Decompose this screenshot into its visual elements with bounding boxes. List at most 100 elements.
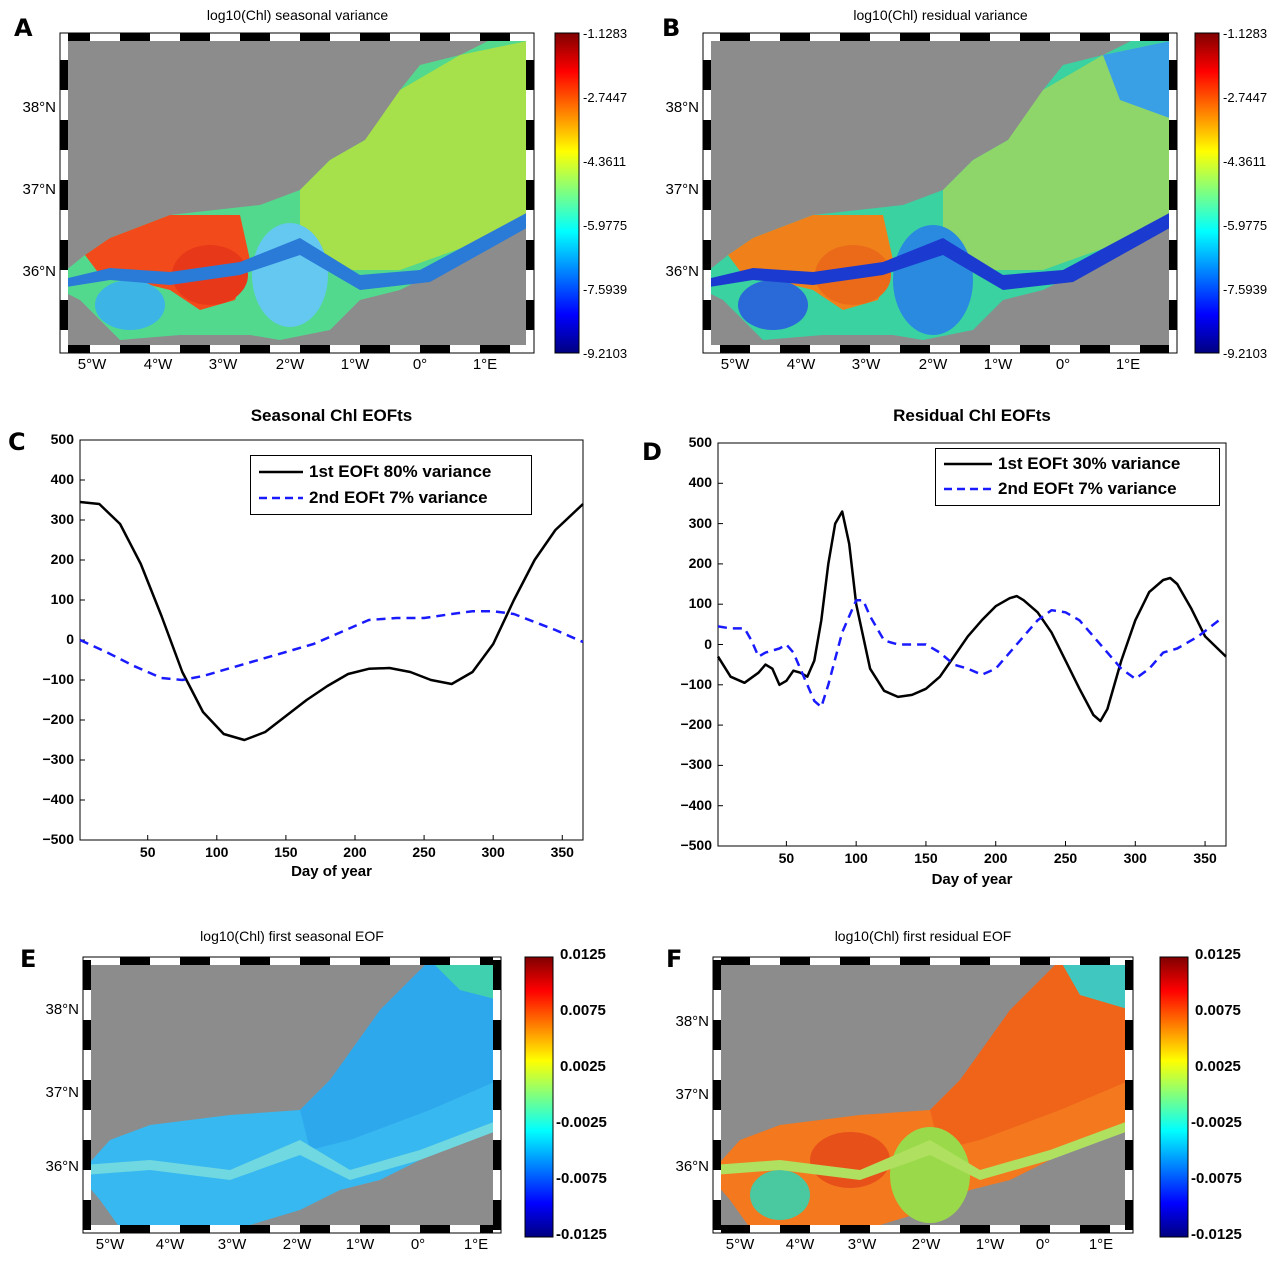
chart-c-ytick-3: 200: [50, 551, 74, 567]
panel-c-label: C: [8, 428, 26, 456]
chart-d-ytick-10: −500: [680, 837, 712, 853]
map-f-lat-0: 38°N: [675, 1013, 709, 1030]
chart-d-ytick-8: −300: [680, 756, 712, 773]
chart-d-series-2: [717, 598, 1220, 709]
map-b-lat-0: 38°N: [665, 99, 699, 116]
chart-c-xtick-1: 100: [205, 844, 229, 860]
chart-c-ytick-9: −400: [42, 791, 74, 807]
chart-c-xtick-0: 50: [139, 844, 156, 860]
map-b-lon-0: 5°W: [720, 356, 750, 373]
map-f-lon-6: 1°E: [1088, 1236, 1114, 1253]
chart-d-xtick-3: 200: [984, 850, 1008, 866]
colorbar-e-tick-2: 0.0075: [560, 1002, 606, 1019]
colorbar-b-tick-6: -9.2103: [1223, 346, 1268, 361]
chart-c-ytick-7: −200: [42, 711, 74, 727]
map-f-lon-0: 5°W: [725, 1236, 755, 1253]
colorbar-b-tick-1: -1.1283: [1223, 26, 1268, 41]
panel-d-label: D: [642, 438, 662, 466]
chart-d-xtick-5: 300: [1123, 850, 1147, 866]
chart-d-ytick-5: 0: [704, 635, 712, 652]
chart-d-title: Residual Chl EOFts: [893, 406, 1051, 425]
map-a-lon-4: 1°W: [340, 356, 370, 373]
panel-e-title: log10(Chl) first seasonal EOF: [200, 928, 384, 944]
colorbar-f-tick-6: -0.0125: [1191, 1226, 1242, 1243]
map-f-lon-4: 1°W: [975, 1236, 1005, 1253]
chart-c-legend: 1st EOFt 80% variance 2nd EOFt 7% varian…: [250, 455, 532, 515]
map-f-lon-1: 4°W: [785, 1236, 815, 1253]
chart-c-xtick-5: 300: [481, 844, 505, 860]
chart-c-series-1: [79, 500, 584, 742]
map-e-lat-1: 37°N: [45, 1084, 79, 1101]
map-a-lon-0: 5°W: [77, 356, 107, 373]
map-f-lon-5: 0°: [1035, 1236, 1051, 1253]
map-a-lat-1: 37°N: [22, 181, 56, 198]
chart-d-legend-1: 1st EOFt 30% variance: [998, 454, 1181, 473]
colorbar-f-tick-2: 0.0075: [1195, 1002, 1241, 1019]
chart-d-ytick-3: 200: [688, 554, 712, 571]
chart-c-title: Seasonal Chl EOFts: [250, 406, 413, 425]
chart-c-legend-1: 1st EOFt 80% variance: [309, 462, 492, 481]
colorbar-e-tick-4: -0.0025: [556, 1114, 607, 1131]
colorbar-a-tick-1: -1.1283: [583, 26, 628, 41]
map-a-lon-1: 4°W: [143, 356, 173, 373]
colorbar-b-tick-2: -2.7447: [1223, 90, 1268, 105]
colorbar-e-tick-3: 0.0025: [560, 1058, 606, 1075]
colorbar-b-tick-3: -4.3611: [1223, 154, 1267, 169]
panel-a-label: A: [14, 14, 33, 42]
colorbar-a-tick-5: -7.5939: [583, 282, 628, 297]
chart-c-ytick-6: −100: [42, 671, 74, 687]
map-b-lon-6: 1°E: [1115, 356, 1141, 373]
colorbar-e-tick-1: 0.0125: [560, 946, 606, 963]
chart-c-xtick-2: 150: [274, 844, 298, 860]
chart-c-ytick-8: −300: [42, 751, 74, 767]
chart-c-xlabel: Day of year: [291, 863, 372, 880]
panel-a-title: log10(Chl) seasonal variance: [206, 7, 389, 23]
map-b-lon-3: 2°W: [918, 356, 948, 373]
chart-c-ytick-5: 0: [66, 631, 74, 647]
colorbar-a-tick-2: -2.7447: [583, 90, 628, 105]
chart-c-ytick-2: 300: [50, 511, 74, 527]
map-b-lon-5: 0°: [1055, 356, 1071, 373]
chart-d-legend: 1st EOFt 30% variance 2nd EOFt 7% varian…: [935, 448, 1220, 506]
chart-d-ytick-7: −200: [680, 716, 712, 733]
map-a-lon-6: 1°E: [472, 356, 498, 373]
map-e-lon-2: 3°W: [217, 1236, 247, 1253]
colorbar-f-tick-5: -0.0075: [1191, 1170, 1242, 1187]
map-a-lon-5: 0°: [412, 356, 428, 373]
chart-d-xtick-6: 350: [1193, 850, 1217, 866]
colorbar-b-tick-5: -7.5939: [1223, 282, 1268, 297]
map-b-lat-1: 37°N: [665, 181, 699, 198]
map-e-lon-0: 5°W: [95, 1236, 125, 1253]
chart-c-series-2: [79, 609, 584, 682]
panel-f-title: log10(Chl) first residual EOF: [834, 928, 1012, 944]
chart-c-ytick-4: 100: [50, 591, 74, 607]
map-b-lon-4: 1°W: [983, 356, 1013, 373]
colorbar-f-tick-3: 0.0025: [1195, 1058, 1241, 1075]
chart-d-ytick-6: −100: [680, 675, 712, 692]
panel-b-title: log10(Chl) residual variance: [853, 7, 1028, 23]
chart-c-ytick-1: 400: [50, 471, 74, 487]
map-f-lon-2: 3°W: [847, 1236, 877, 1253]
map-e-lat-2: 36°N: [45, 1158, 79, 1175]
map-e-lon-6: 1°E: [463, 1236, 489, 1253]
map-a-lon-3: 2°W: [275, 356, 305, 373]
chart-d-xtick-1: 100: [844, 850, 868, 866]
chart-d-ytick-2: 300: [688, 514, 712, 531]
map-e-lon-1: 4°W: [155, 1236, 185, 1253]
map-e-lon-5: 0°: [410, 1236, 426, 1253]
panel-f-label: F: [666, 945, 683, 973]
chart-d-xtick-0: 50: [778, 850, 795, 866]
chart-d-ytick-9: −400: [680, 796, 712, 813]
chart-c-ytick-10: −500: [42, 831, 74, 847]
map-b-lat-2: 36°N: [665, 263, 699, 280]
colorbar-b-tick-4: -5.9775: [1223, 218, 1268, 233]
map-b-lon-2: 3°W: [851, 356, 881, 373]
panel-b-label: B: [662, 14, 681, 42]
chart-d-legend-2: 2nd EOFt 7% variance: [998, 479, 1177, 498]
chart-d-series-1: [716, 510, 1227, 723]
map-e-lon-3: 2°W: [282, 1236, 312, 1253]
chart-c-xtick-6: 350: [550, 844, 574, 860]
map-f-lat-1: 37°N: [675, 1086, 709, 1103]
